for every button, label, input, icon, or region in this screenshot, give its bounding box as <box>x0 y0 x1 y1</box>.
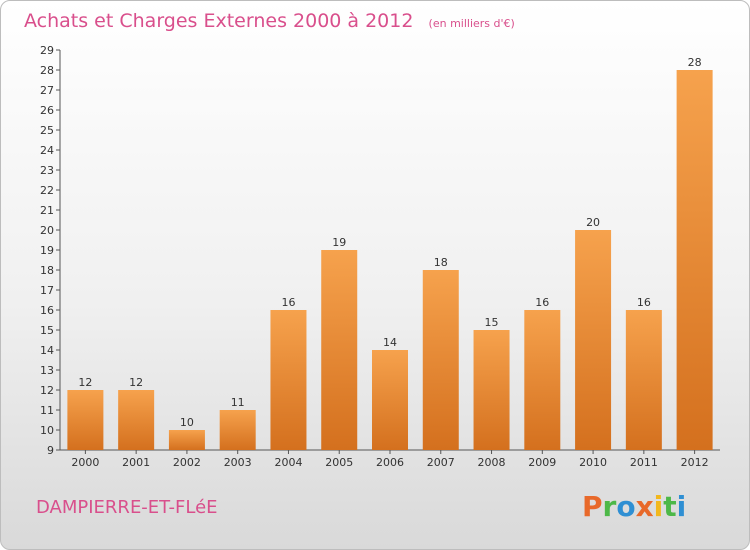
bar <box>118 390 155 450</box>
x-tick-label: 2012 <box>681 456 709 469</box>
city-name: DAMPIERRE-ET-FLéE <box>36 497 218 518</box>
y-tick-label: 27 <box>40 84 54 97</box>
y-tick-label: 11 <box>40 404 54 417</box>
y-tick-label: 24 <box>40 144 54 157</box>
y-tick-label: 18 <box>40 264 54 277</box>
bar <box>422 270 459 450</box>
x-tick-label: 2009 <box>528 456 556 469</box>
data-label: 15 <box>485 316 499 329</box>
data-label: 11 <box>231 396 245 409</box>
data-label: 28 <box>688 56 702 69</box>
y-tick-label: 15 <box>40 324 54 337</box>
x-tick-label: 2000 <box>71 456 99 469</box>
y-tick-label: 19 <box>40 244 54 257</box>
data-label: 16 <box>535 296 549 309</box>
x-tick-label: 2004 <box>274 456 302 469</box>
x-tick-label: 2007 <box>427 456 455 469</box>
bar <box>372 350 408 450</box>
data-label: 14 <box>383 336 397 349</box>
y-tick-label: 9 <box>47 444 54 457</box>
data-label: 12 <box>78 376 92 389</box>
logo-letter: P <box>582 490 603 523</box>
y-tick-label: 22 <box>40 184 54 197</box>
bar <box>219 410 256 450</box>
logo-letter: i <box>677 490 687 523</box>
y-tick-label: 14 <box>40 344 54 357</box>
logo-letter: t <box>663 490 676 523</box>
y-tick-label: 20 <box>40 224 54 237</box>
x-tick-label: 2005 <box>325 456 353 469</box>
logo-letter: i <box>654 490 664 523</box>
bar <box>575 230 612 450</box>
y-tick-label: 23 <box>40 164 54 177</box>
data-label: 18 <box>434 256 448 269</box>
bar <box>270 310 307 450</box>
y-tick-label: 21 <box>40 204 54 217</box>
x-axis: 2000 2001 2002 2003 2004 2005 2006 2007 2008 2009… <box>60 449 720 469</box>
y-tick-label: 26 <box>40 104 54 117</box>
x-tick-label: 2002 <box>173 456 201 469</box>
y-tick-label: 16 <box>40 304 54 317</box>
y-tick-label: 10 <box>40 424 54 437</box>
x-tick-label: 2011 <box>630 456 658 469</box>
bar <box>67 390 104 450</box>
y-tick-label: 25 <box>40 124 54 137</box>
bar <box>676 70 713 450</box>
bar <box>524 310 561 450</box>
x-tick-label: 2001 <box>122 456 150 469</box>
bar <box>168 430 205 450</box>
bars-group: 12 12 10 11 16 19 14 18 15 16 20 16 28 <box>67 56 713 450</box>
y-tick-label: 29 <box>40 44 54 57</box>
logo-letter: r <box>603 490 617 523</box>
chart-title: Achats et Charges Externes 2000 à 2012 (… <box>24 10 515 32</box>
data-label: 20 <box>586 216 600 229</box>
y-tick-label: 28 <box>40 64 54 77</box>
chart-title-unit: (en milliers d'€) <box>429 17 515 30</box>
data-label: 16 <box>637 296 651 309</box>
chart-title-main: Achats et Charges Externes 2000 à 2012 <box>24 10 413 32</box>
y-tick-label: 12 <box>40 384 54 397</box>
logo-letter: o <box>616 490 635 523</box>
proxiti-logo[interactable]: Proxiti <box>582 490 686 523</box>
x-tick-label: 2006 <box>376 456 404 469</box>
bar <box>625 310 662 450</box>
data-label: 12 <box>129 376 143 389</box>
y-tick-label: 13 <box>40 364 54 377</box>
data-label: 10 <box>180 416 194 429</box>
y-tick-label: 17 <box>40 284 54 297</box>
x-tick-label: 2008 <box>478 456 506 469</box>
data-label: 19 <box>332 236 346 249</box>
y-axis: 9 10 11 12 13 14 15 16 17 18 19 20 21 22 23 24 25 26 27 28 2… <box>40 44 61 457</box>
x-tick-label: 2003 <box>224 456 252 469</box>
x-tick-label: 2010 <box>579 456 607 469</box>
logo-letter: x <box>636 490 654 523</box>
bar <box>321 250 358 450</box>
data-label: 16 <box>281 296 295 309</box>
bar <box>473 330 510 450</box>
